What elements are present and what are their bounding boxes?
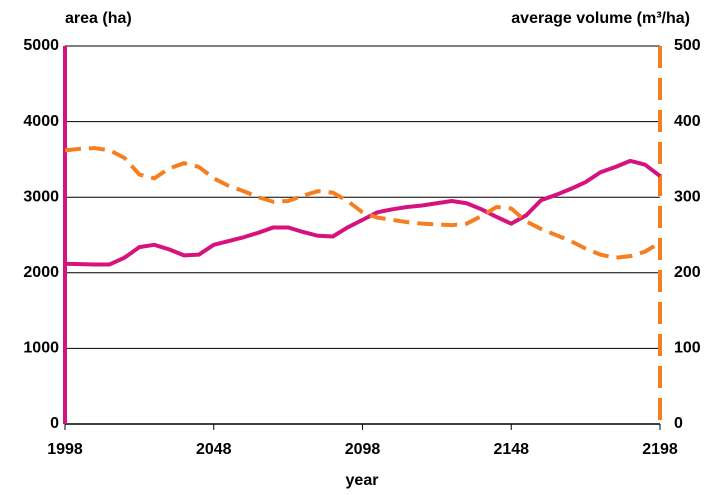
x-tick-label: 2148 (493, 441, 529, 458)
y-tick-label: 5000 (23, 37, 59, 54)
y2-tick-label: 200 (674, 264, 701, 281)
y-axis-label: area (ha) (65, 10, 132, 27)
y2-axis-label: average volume (m³/ha) (511, 10, 690, 27)
y2-tick-label: 500 (674, 37, 701, 54)
x-tick-label: 2098 (345, 441, 381, 458)
x-axis-label: year (346, 472, 379, 489)
x-tick-label: 1998 (47, 441, 83, 458)
y-tick-label: 0 (50, 415, 59, 432)
y2-tick-label: 300 (674, 188, 701, 205)
x-tick-label: 2048 (196, 441, 232, 458)
y-tick-label: 1000 (23, 340, 59, 357)
series-line (64, 158, 662, 267)
y-tick-label: 3000 (23, 188, 59, 205)
y-tick-label: 2000 (23, 264, 59, 281)
y2-tick-label: 400 (674, 113, 701, 130)
y2-tick-label: 0 (674, 415, 683, 432)
y-tick-label: 4000 (23, 113, 59, 130)
y2-tick-label: 100 (674, 340, 701, 357)
series-line (64, 146, 662, 260)
x-tick-label: 2198 (642, 441, 678, 458)
